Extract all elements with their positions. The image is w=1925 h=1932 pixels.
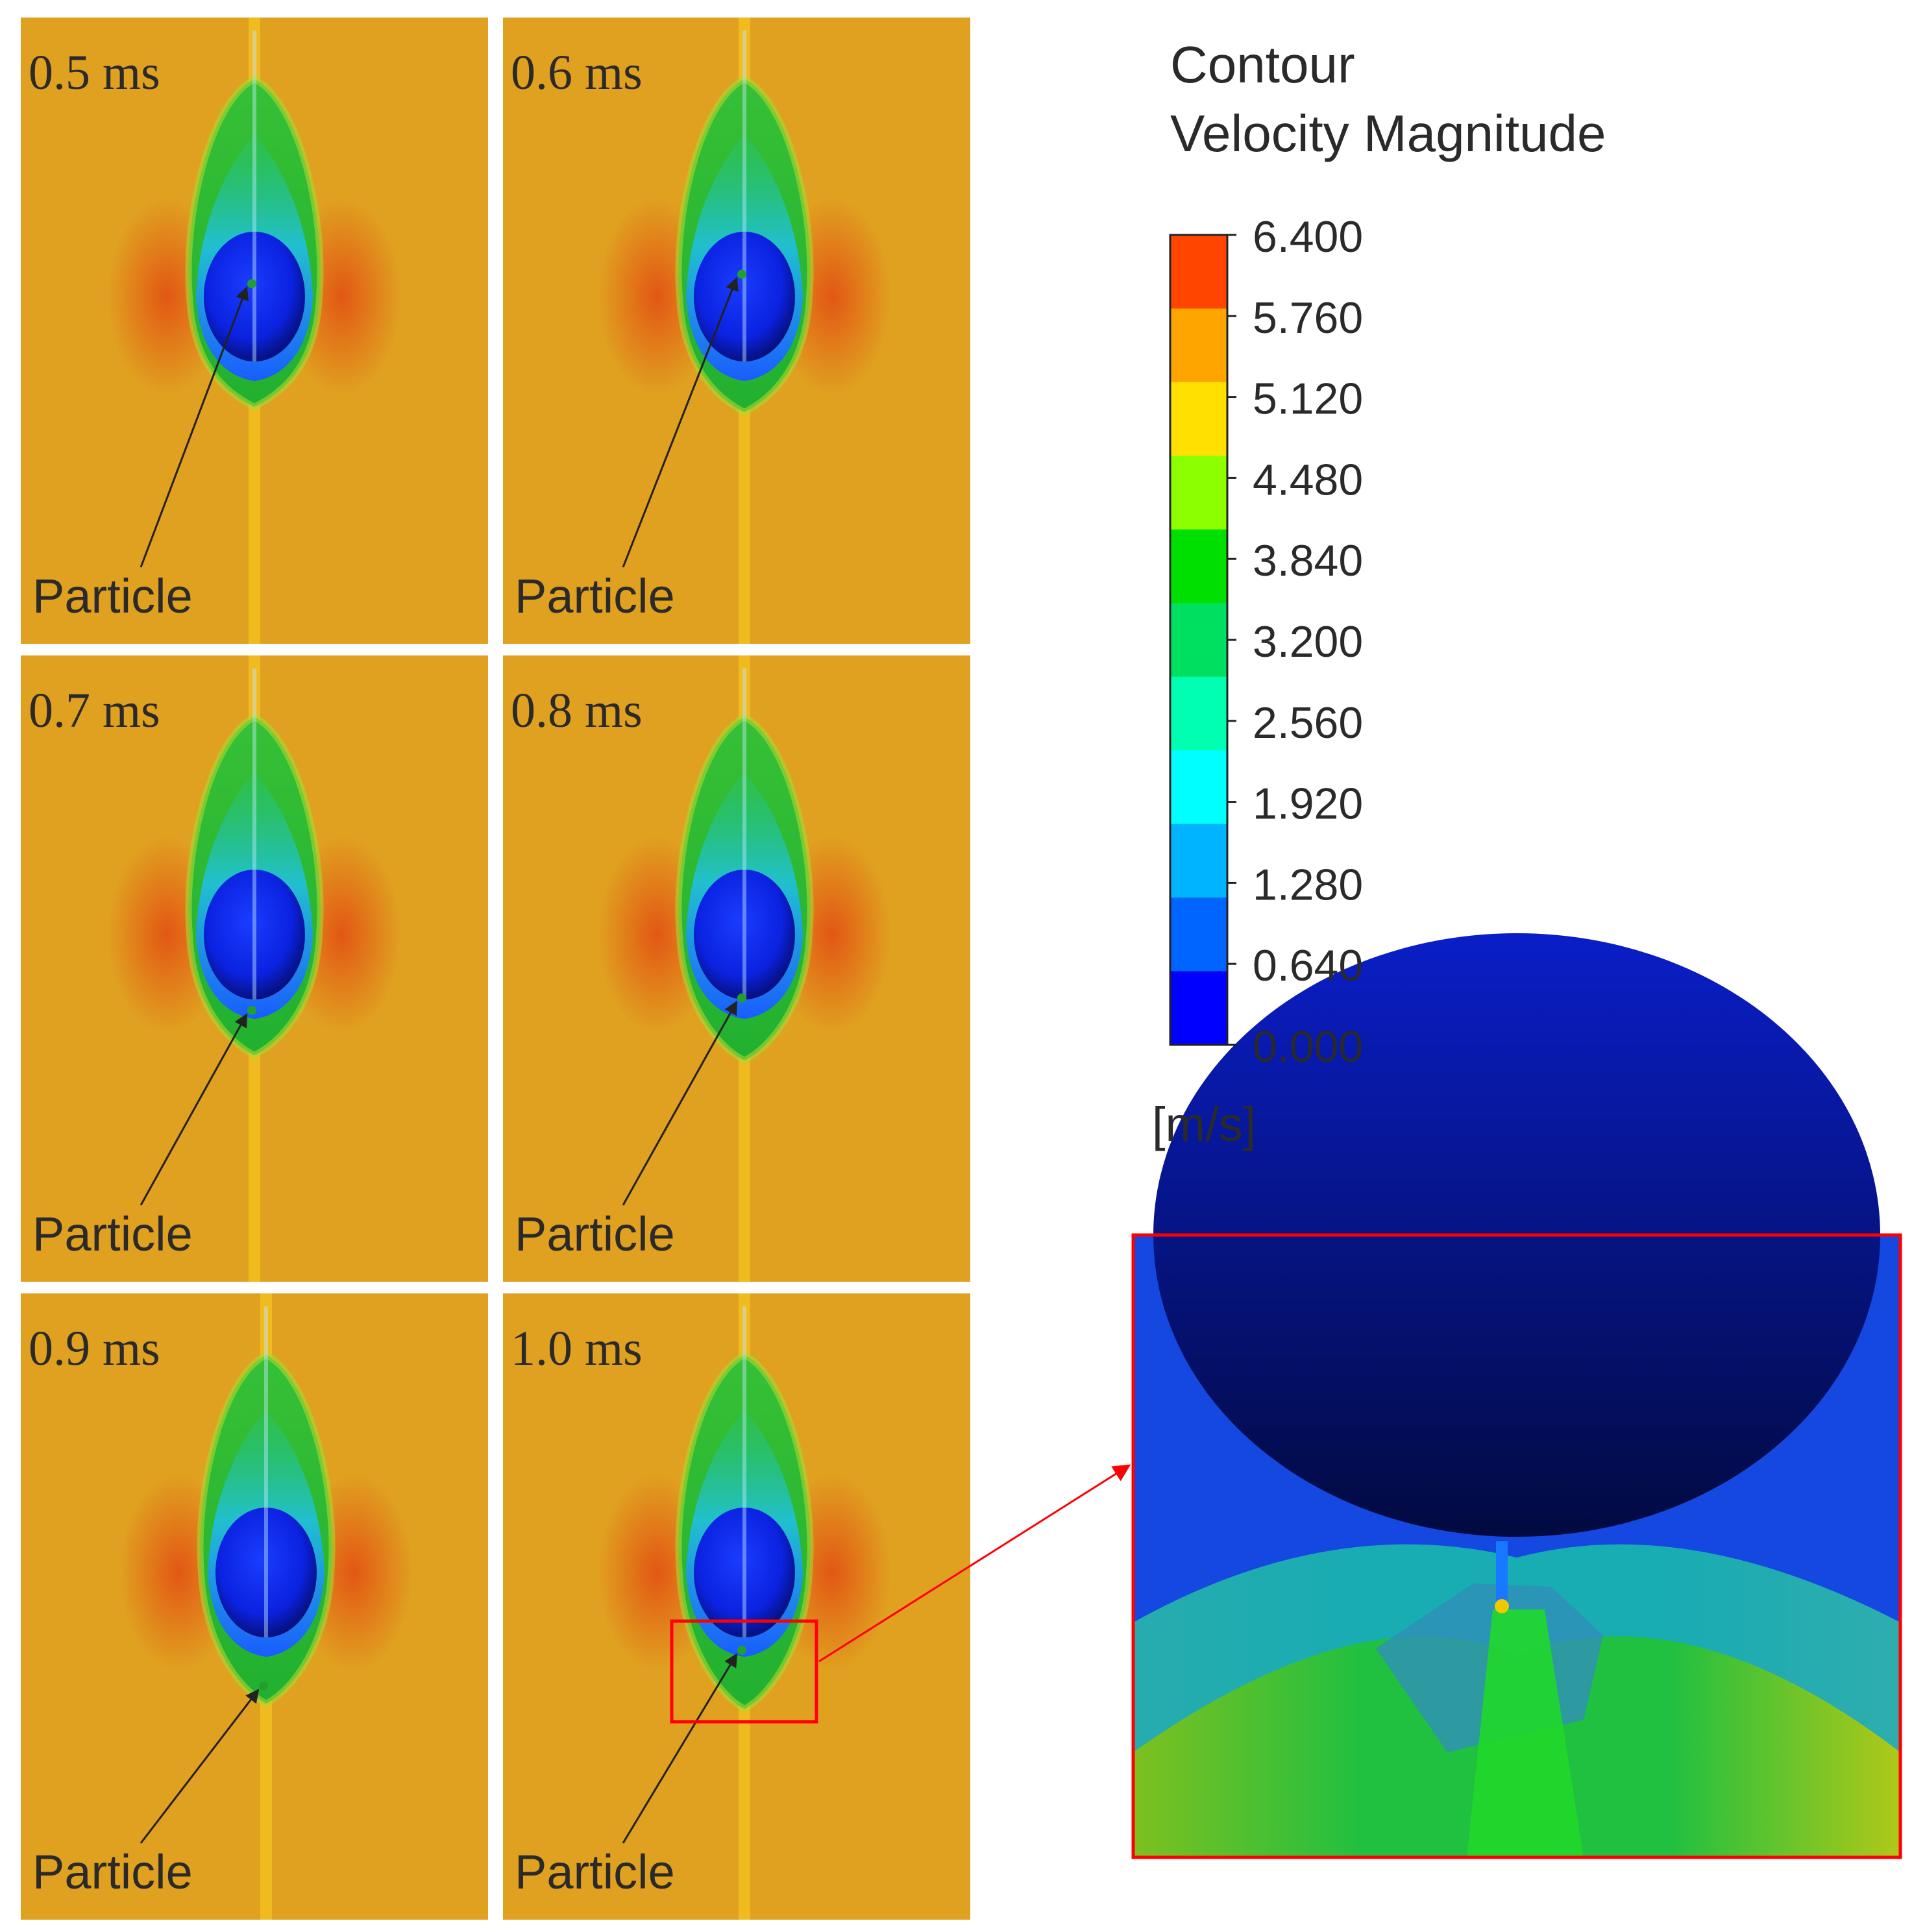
particle-arrow [622,276,739,568]
legend-color-segment [1170,750,1227,825]
contour-panel: 0.5 ms Particle [21,18,488,644]
time-label: 0.9 ms [29,1321,160,1376]
contour-panel: 1.0 ms Particle [503,1293,970,1920]
particle-marker [259,1681,268,1691]
particle-label: Particle [515,569,675,623]
zoom-inset [1131,933,1902,1859]
time-label: 1.0 ms [511,1321,643,1376]
particle-label: Particle [32,1845,193,1899]
legend: Contour Velocity Magnitude 6.400 5.760 5.1… [1152,36,1606,1151]
legend-tick-label: 5.120 [1253,374,1363,424]
legend-tick-label: 3.200 [1253,617,1363,666]
legend-color-segment [1170,529,1227,604]
legend-color-segment [1170,235,1227,309]
legend-tick-label: 1.280 [1253,860,1363,909]
contour-panels: 0.5 ms Particle 0.6 ms Particle 0.7 ms Partic… [21,18,970,1920]
legend-tick-label: 2.560 [1253,698,1363,748]
zoom-frame [1131,1233,1902,1859]
legend-unit: [m/s] [1152,1097,1256,1151]
zoom-connector-arrow [818,1464,1131,1663]
legend-color-segment [1170,603,1227,678]
contour-panel: 0.9 ms Particle [21,1293,488,1920]
particle-marker [737,1646,746,1655]
legend-color-bar [1169,234,1229,1046]
particle-marker [247,279,256,289]
contour-panel: 0.8 ms Particle [503,655,970,1282]
particle-label: Particle [515,1845,675,1899]
legend-tick-label: 3.840 [1253,536,1363,585]
particle-marker [737,269,746,279]
legend-tick-labels: 6.400 5.760 5.120 4.480 3.840 3.200 2.560 1.920… [1227,212,1363,1071]
legend-title-line1: Contour [1170,36,1355,93]
legend-color-segment [1170,676,1227,751]
time-label: 0.8 ms [511,683,643,738]
zoom-region-box [670,1619,818,1724]
legend-color-segment [1170,382,1227,456]
particle-marker [247,1006,256,1016]
legend-color-segment [1170,971,1227,1045]
legend-tick-label: 1.920 [1253,779,1363,829]
time-label: 0.5 ms [29,45,160,100]
legend-color-segment [1170,308,1227,383]
particle-arrow [140,286,249,568]
legend-title-line2: Velocity Magnitude [1170,104,1606,162]
time-label: 0.6 ms [511,45,643,100]
particle-label: Particle [32,569,193,623]
contour-panel: 0.6 ms Particle [503,18,970,644]
legend-color-segment [1170,898,1227,972]
legend-tick-label: 5.760 [1253,293,1363,343]
legend-tick-label: 6.400 [1253,212,1363,262]
legend-tick-label: 0.640 [1253,941,1363,990]
particle-arrow [622,1653,738,1844]
legend-tick-label: 0.000 [1253,1022,1363,1071]
particle-arrow [140,1689,260,1844]
particle-label: Particle [515,1207,675,1261]
particle-arrow [140,1013,248,1206]
legend-color-segment [1170,456,1227,530]
time-label: 0.7 ms [29,683,160,738]
contour-panel: 0.7 ms Particle [21,655,488,1282]
legend-color-segment [1170,824,1227,898]
particle-arrow [622,1000,738,1206]
particle-label: Particle [32,1207,193,1261]
particle-marker [737,993,746,1003]
legend-tick-label: 4.480 [1253,455,1363,504]
